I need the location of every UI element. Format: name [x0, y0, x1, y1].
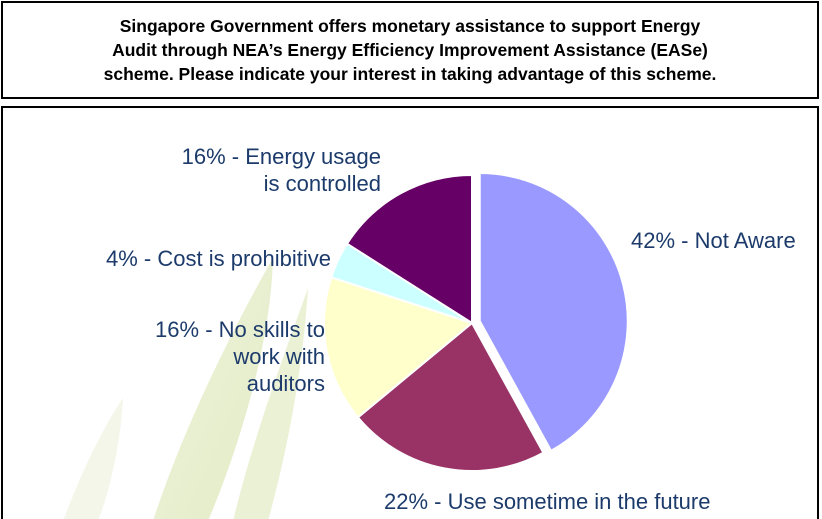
- label-line: 42% - Not Aware: [631, 228, 796, 253]
- label-line: 22% - Use sometime in the future: [384, 489, 710, 514]
- label-line: 16% - No skills to: [155, 317, 325, 342]
- label-line: auditors: [247, 371, 325, 396]
- background-leaves: [63, 258, 308, 519]
- label-not-aware: 42% - Not Aware: [631, 228, 796, 253]
- pie-chart: 42% - Not Aware 22% - Use sometime in the…: [63, 144, 796, 519]
- label-line: is controlled: [264, 171, 381, 196]
- slice-not-aware: [478, 172, 629, 453]
- label-line: 16% - Energy usage: [182, 144, 381, 169]
- label-energy-controlled: 16% - Energy usage is controlled: [182, 144, 381, 196]
- label-line: 4% - Cost is prohibitive: [106, 246, 331, 271]
- label-line: work with: [232, 344, 325, 369]
- chart-frame: 42% - Not Aware 22% - Use sometime in the…: [1, 106, 819, 519]
- label-cost-prohibitive: 4% - Cost is prohibitive: [106, 246, 331, 271]
- label-no-skills: 16% - No skills to work with auditors: [155, 317, 325, 396]
- label-use-future: 22% - Use sometime in the future: [384, 489, 710, 514]
- slice-no-skills: [323, 276, 475, 419]
- slice-energy-controlled: [345, 173, 473, 325]
- chart-title: Singapore Government offers monetary ass…: [103, 16, 717, 84]
- slice-use-future: [356, 321, 545, 472]
- chart-title-box: Singapore Government offers monetary ass…: [1, 1, 819, 99]
